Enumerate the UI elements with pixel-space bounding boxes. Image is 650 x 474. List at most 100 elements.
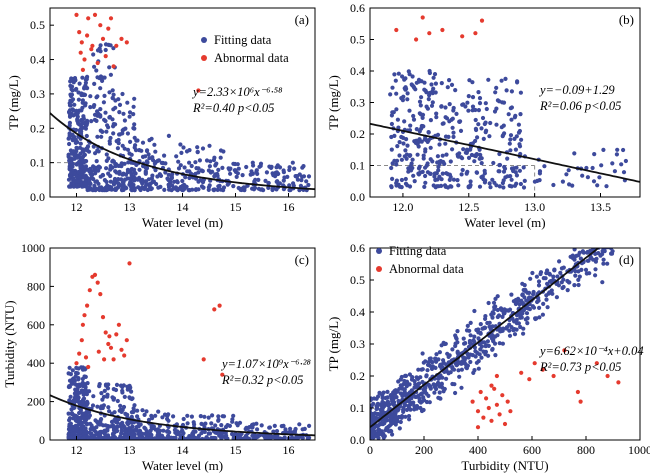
abnormal-point [114,43,119,48]
fitting-point [413,382,418,387]
fitting-point [272,423,277,428]
fitting-point [445,85,450,90]
fitting-point [181,431,186,436]
fitting-point [108,424,113,429]
y-axis-title: TP (mg/L) [326,317,341,372]
fitting-point [258,161,264,166]
fitting-point [412,407,417,412]
fitting-point [457,119,462,124]
fitting-point [67,426,73,431]
fitting-point [92,117,97,122]
fitting-point [75,397,80,402]
fitting-point [416,381,421,386]
fitting-point [426,130,431,135]
fitting-point [501,326,506,331]
abnormal-point [119,347,124,352]
fitting-point [159,160,164,165]
fitting-point [70,107,75,112]
abnormal-point [103,54,108,59]
fitting-point [134,162,139,167]
fitting-point [211,187,216,192]
fitting-point [470,104,476,109]
fitting-point [141,179,146,184]
equation-line: y=−0.09+1.29 [538,83,615,97]
y-tick-label: 0.3 [350,337,365,351]
fitting-point [607,217,611,221]
fitting-point [446,134,451,139]
fitting-point [118,422,123,427]
fitting-point [370,396,374,401]
fitting-point [410,377,415,382]
fitting-point [477,156,482,161]
fitting-point [601,257,606,262]
fitting-point [413,394,418,399]
abnormal-point [92,272,98,277]
fitting-point [455,340,460,345]
fitting-point [115,146,120,151]
fitting-point [433,90,438,95]
fitting-point [115,420,120,425]
fitting-point [444,152,449,157]
fitting-point [580,249,586,254]
fitting-point [428,363,433,368]
fitting-point [510,167,515,172]
fitting-point [119,428,124,433]
fitting-point [69,411,75,416]
fitting-point [428,157,433,162]
fitting-point [187,175,192,181]
fitting-point [96,181,101,186]
fitting-point [397,153,402,158]
fitting-point [557,259,562,264]
fitting-point [440,153,445,158]
fitting-point [578,256,584,261]
fit-line [370,248,600,428]
fitting-point [561,265,566,270]
fitting-point [460,102,465,107]
abnormal-point [108,345,114,350]
fitting-point [407,72,412,77]
fitting-point [137,148,142,153]
fitting-point [423,173,428,179]
fitting-point [406,166,411,171]
fitting-point [124,186,129,191]
fitting-point [92,64,97,69]
fitting-point [189,436,194,440]
fitting-point [287,167,292,173]
fitting-point [437,350,442,355]
fitting-point [468,179,473,184]
fitting-point [547,290,552,295]
abnormal-point [124,338,129,343]
fitting-point [530,270,535,276]
fitting-point [129,183,134,188]
fitting-point [370,413,373,418]
equation-stats: R²=0.32 p<0.05 [221,373,303,387]
fitting-point [421,407,426,413]
y-tick-label: 0.3 [350,96,365,110]
legend-label: Abnormal data [389,262,464,276]
fitting-point [433,356,438,361]
fitting-point [76,90,81,95]
fitting-point [418,112,423,117]
fitting-point [70,161,75,167]
fitting-point [182,165,187,170]
fitting-point [584,271,589,276]
x-axis-title: Turbidity (NTU) [461,458,548,473]
fitting-point [259,423,264,428]
fitting-point [535,299,540,305]
fitting-point [88,94,93,99]
fitting-point [376,423,381,428]
fitting-point [75,114,80,119]
y-tick-label: 600 [27,318,45,332]
fitting-point [178,142,183,147]
fitting-point [497,151,502,157]
fitting-point [81,117,86,122]
fitting-point [440,121,445,126]
fitting-point [226,166,231,171]
fitting-point [258,187,263,192]
fitting-point [601,248,606,251]
abnormal-point [492,386,497,391]
abnormal-point [473,31,478,36]
abnormal-point [440,27,445,33]
fitting-point [179,150,184,155]
fitting-point [277,165,283,170]
